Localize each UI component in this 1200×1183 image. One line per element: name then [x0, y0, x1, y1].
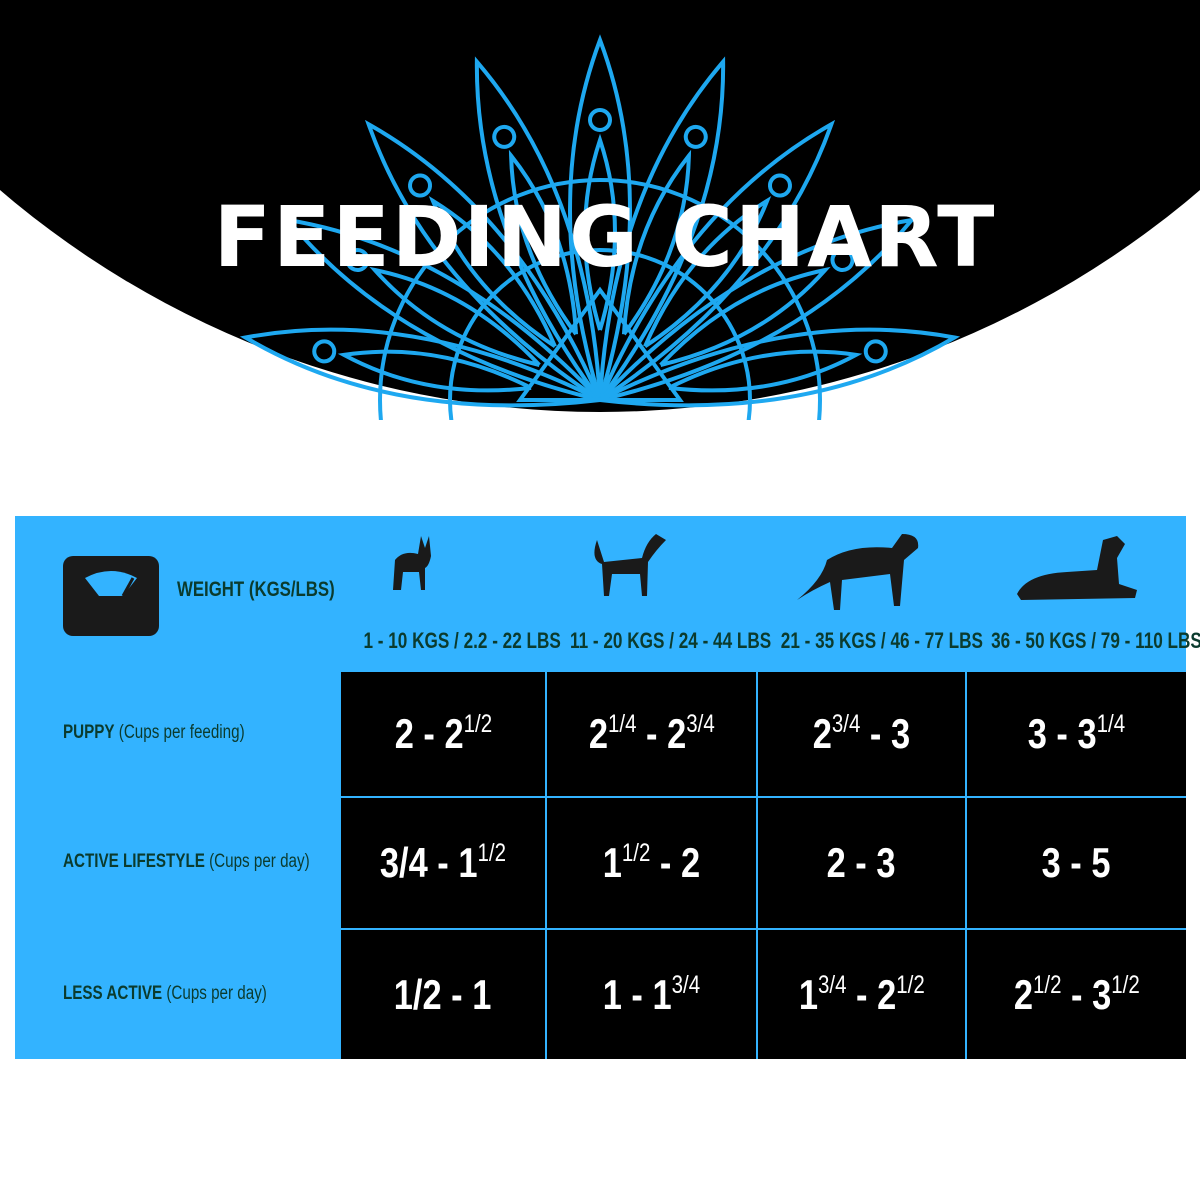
- row-label: ACTIVE LIFESTYLE (Cups per day): [63, 851, 310, 873]
- amount-text: 2 - 3: [827, 839, 896, 886]
- feeding-amount-cell: 2 - 3: [758, 798, 965, 928]
- column-weight-label: 21 - 35 KGS / 46 - 77 LBS: [780, 628, 983, 653]
- amount-text: - 2: [636, 710, 686, 757]
- amount-text: 3 - 5: [1042, 839, 1111, 886]
- mandala-header: [0, 0, 1200, 420]
- feeding-amount: 1 - 13/4: [603, 971, 700, 1019]
- small-dog-icon: [393, 536, 431, 590]
- large-dog-icon: [796, 534, 918, 610]
- feeding-amount: 13/4 - 21/2: [799, 971, 925, 1019]
- amount-text: 2 - 2: [394, 710, 464, 757]
- feeding-amount-cell: 3 - 31/4: [967, 672, 1186, 796]
- feeding-amount: 21/2 - 31/2: [1014, 971, 1140, 1019]
- lying-dog-icon: [1016, 536, 1137, 600]
- amount-text: - 3: [860, 710, 911, 757]
- feeding-amount-cell: 11/2 - 2: [547, 798, 756, 928]
- feeding-amount-cell: 1/2 - 1: [341, 930, 545, 1059]
- medium-dog-icon: [593, 534, 666, 596]
- amount-text: 2: [812, 710, 832, 757]
- column-header: 1 - 10 KGS / 2.2 - 22 LBS: [341, 516, 561, 670]
- fraction: 1/2: [477, 839, 507, 867]
- feeding-amount-cell: 3/4 - 11/2: [341, 798, 545, 928]
- fraction: 1/2: [895, 970, 925, 999]
- fraction: 1/2: [463, 710, 492, 738]
- feeding-amount: 11/2 - 2: [603, 839, 700, 887]
- feeding-amount-cell: 21/4 - 23/4: [547, 672, 756, 796]
- feeding-table: WEIGHT (KGS/LBS) 1 - 10 KGS / 2.2 - 22 L…: [15, 516, 1200, 1059]
- fraction: 3/4: [817, 970, 847, 999]
- amount-text: 1: [602, 839, 622, 886]
- weight-label: WEIGHT (KGS/LBS): [177, 578, 335, 601]
- fraction: 1/2: [621, 839, 651, 867]
- feeding-amount-cell: 3 - 5: [967, 798, 1186, 928]
- feeding-amount: 2 - 21/2: [394, 710, 491, 758]
- feeding-amount-cell: 1 - 13/4: [547, 930, 756, 1059]
- feeding-amount-cell: 13/4 - 21/2: [758, 930, 965, 1059]
- fraction: 3/4: [685, 710, 715, 738]
- fraction: 3/4: [831, 710, 861, 738]
- amount-text: 1 - 1: [602, 970, 672, 1018]
- amount-text: 3 - 3: [1027, 710, 1097, 757]
- row-label-main: ACTIVE LIFESTYLE: [63, 851, 205, 872]
- feeding-amount-cell: 21/2 - 31/2: [967, 930, 1186, 1059]
- fraction: 1/2: [1032, 970, 1062, 999]
- column-header: 11 - 20 KGS / 24 - 44 LBS: [547, 516, 772, 670]
- row-label-unit: (Cups per feeding): [114, 722, 245, 743]
- row-label-unit: (Cups per day): [162, 982, 267, 1004]
- row-label: PUPPY (Cups per feeding): [63, 722, 245, 744]
- column-weight-label: 11 - 20 KGS / 24 - 44 LBS: [569, 628, 772, 653]
- feeding-amount: 3 - 5: [1042, 839, 1111, 887]
- amount-text: - 2: [846, 970, 896, 1018]
- amount-text: 2: [1013, 970, 1033, 1018]
- page-title: FEEDING CHART: [213, 188, 997, 286]
- row-label-main: LESS ACTIVE: [63, 982, 163, 1004]
- fraction: 1/4: [1096, 710, 1126, 738]
- column-header: 36 - 50 KGS / 79 - 110 LBS: [967, 516, 1200, 670]
- fraction: 1/2: [1110, 970, 1140, 999]
- amount-text: - 3: [1061, 970, 1111, 1018]
- feeding-amount: 3 - 31/4: [1028, 710, 1125, 758]
- row-label-unit: (Cups per day): [204, 851, 310, 872]
- column-weight-label: 1 - 10 KGS / 2.2 - 22 LBS: [363, 628, 561, 653]
- amount-text: 2: [588, 710, 608, 757]
- amount-text: 1/2 - 1: [394, 970, 492, 1018]
- feeding-amount: 3/4 - 11/2: [380, 839, 506, 887]
- scale-icon: [63, 556, 159, 636]
- column-header: 21 - 35 KGS / 46 - 77 LBS: [758, 516, 983, 670]
- feeding-amount-cell: 23/4 - 3: [758, 672, 965, 796]
- feeding-amount: 1/2 - 1: [394, 971, 492, 1019]
- fraction: 1/4: [607, 710, 637, 738]
- column-weight-label: 36 - 50 KGS / 79 - 110 LBS: [991, 628, 1200, 653]
- amount-text: - 2: [650, 839, 701, 886]
- row-label-main: PUPPY: [63, 722, 115, 743]
- fraction: 3/4: [671, 970, 701, 999]
- feeding-amount-cell: 2 - 21/2: [341, 672, 545, 796]
- feeding-amount: 21/4 - 23/4: [589, 710, 715, 758]
- row-label: LESS ACTIVE (Cups per day): [63, 983, 267, 1005]
- amount-text: 1: [798, 970, 818, 1018]
- feeding-amount: 23/4 - 3: [813, 710, 910, 758]
- amount-text: 3/4 - 1: [379, 839, 478, 886]
- feeding-amount: 2 - 3: [827, 839, 896, 887]
